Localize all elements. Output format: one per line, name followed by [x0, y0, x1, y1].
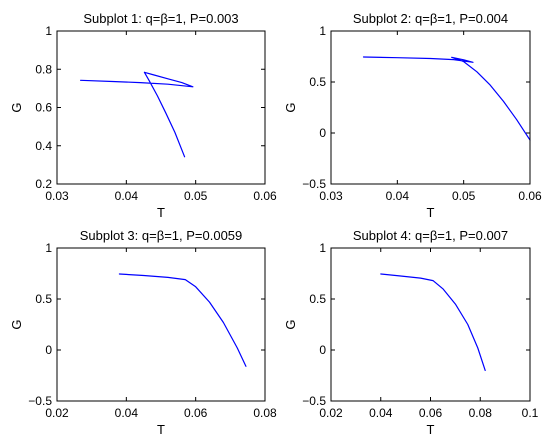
- series-line: [79, 71, 194, 158]
- y-axis-label: G: [283, 102, 298, 112]
- x-tick-label: 0.03: [319, 189, 343, 203]
- y-tick-label: 1: [45, 24, 52, 38]
- x-axis-label: T: [157, 205, 165, 220]
- axes-frame: [56, 30, 266, 185]
- axes-frame: [330, 247, 531, 402]
- plot-area: [57, 248, 265, 401]
- x-tick-label: 0.08: [469, 406, 493, 420]
- y-axis-label: G: [283, 319, 298, 329]
- x-tick-label: 0.06: [518, 189, 542, 203]
- y-axis-label: G: [9, 319, 24, 329]
- y-axis-label: G: [9, 102, 24, 112]
- x-tick-label: 0.04: [369, 406, 393, 420]
- x-axis-label: T: [427, 422, 435, 437]
- y-tick-label: 0.6: [35, 101, 52, 115]
- y-tick-label: 0.8: [35, 62, 52, 76]
- subplot-4: Subplot 4: q=β=1, P=0.007 0.02 0.04 0.06 0.0…: [283, 228, 539, 437]
- x-axis-label: T: [427, 205, 435, 220]
- x-tick-label: 0.04: [386, 189, 410, 203]
- axes-frame: [330, 30, 531, 185]
- y-tick-label: 0: [319, 126, 326, 140]
- y-tick-label: 0.5: [309, 292, 326, 306]
- y-tick-label: 0: [319, 343, 326, 357]
- x-tick-label: 0.06: [253, 189, 277, 203]
- plot-area: [57, 31, 265, 184]
- y-tick-label: −0.5: [28, 394, 52, 408]
- x-tick-label: 0.02: [45, 406, 69, 420]
- series-line: [118, 273, 247, 367]
- x-tick-label: 0.03: [45, 189, 69, 203]
- y-tick-label: 1: [45, 241, 52, 255]
- x-tick-label: 0.05: [184, 189, 208, 203]
- plot-title: Subplot 2: q=β=1, P=0.004: [353, 11, 508, 26]
- y-tick-label: 0.2: [35, 177, 52, 191]
- y-tick-label: 0: [45, 343, 52, 357]
- plot-title: Subplot 1: q=β=1, P=0.003: [83, 11, 238, 26]
- x-tick-label: 0.08: [253, 406, 277, 420]
- subplot-1: Subplot 1: q=β=1, P=0.003 0.03 0.04 0.05 0.0…: [9, 11, 277, 220]
- y-tick-label: −0.5: [302, 177, 326, 191]
- x-tick-label: 0.04: [115, 406, 139, 420]
- x-tick-label: 0.1: [522, 406, 539, 420]
- y-tick-label: 1: [319, 24, 326, 38]
- series-line: [380, 273, 486, 371]
- y-tick-label: 0.4: [35, 139, 52, 153]
- plot-title: Subplot 3: q=β=1, P=0.0059: [80, 228, 243, 243]
- y-tick-label: 1: [319, 241, 326, 255]
- axes-frame: [56, 247, 266, 402]
- x-tick-label: 0.05: [452, 189, 476, 203]
- x-tick-label: 0.02: [319, 406, 343, 420]
- y-tick-label: 0.5: [35, 292, 52, 306]
- plot-area: [331, 31, 530, 184]
- series-line: [362, 56, 531, 141]
- y-tick-label: −0.5: [302, 394, 326, 408]
- x-tick-label: 0.04: [115, 189, 139, 203]
- x-tick-label: 0.06: [184, 406, 208, 420]
- subplot-3: Subplot 3: q=β=1, P=0.0059 0.02 0.04 0.06 0.…: [9, 228, 277, 437]
- x-axis-label: T: [157, 422, 165, 437]
- subplot-2: Subplot 2: q=β=1, P=0.004 0.03 0.04 0.05 0.0…: [283, 11, 542, 220]
- plot-area: [331, 248, 530, 401]
- y-tick-label: 0.5: [309, 75, 326, 89]
- x-tick-label: 0.06: [419, 406, 443, 420]
- plot-title: Subplot 4: q=β=1, P=0.007: [353, 228, 508, 243]
